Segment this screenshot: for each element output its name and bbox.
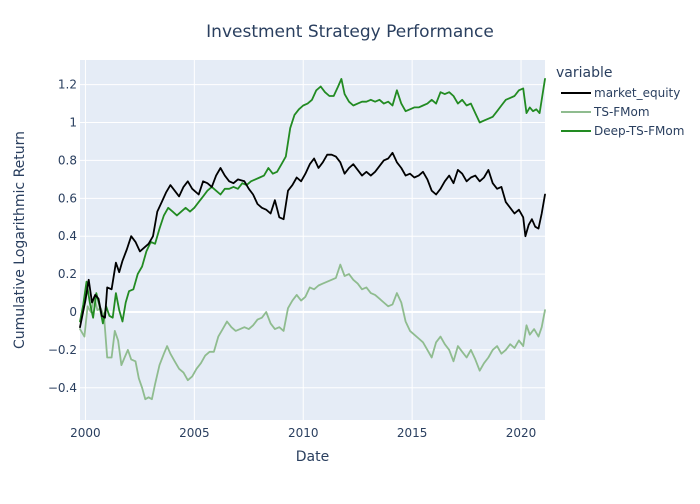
x-tick-label: 2015	[397, 426, 428, 440]
legend-items: market_equity TS-FMom Deep-TS-FMom	[561, 86, 684, 138]
x-tick-labels: 2000 2005 2010 2015 2020	[70, 426, 536, 440]
legend-label-TS-FMom: TS-FMom	[593, 105, 650, 119]
y-tick-label: 0.2	[58, 267, 77, 281]
y-tick-label: 0.4	[58, 229, 77, 243]
plot-background	[80, 60, 545, 420]
y-tick-label: 1	[69, 116, 77, 130]
legend-label-Deep-TS-FMom: Deep-TS-FMom	[594, 124, 684, 138]
series-line-Deep-TS-FMom	[79, 78, 546, 325]
y-tick-label: 0.6	[58, 191, 77, 205]
y-tick-label: 0.8	[58, 153, 77, 167]
series-lines	[79, 78, 546, 401]
legend-label-market_equity: market_equity	[594, 86, 680, 100]
legend: variable market_equity TS-FMom Deep-TS-FMo…	[556, 65, 684, 138]
x-tick-label: 2020	[506, 426, 537, 440]
y-tick-labels: −0.4 −0.2 0 0.2 0.4 0.6 0.8 1 1.2	[48, 78, 77, 395]
x-tick-label: 2010	[288, 426, 319, 440]
x-tick-label: 2005	[179, 426, 210, 440]
series-line-market_equity	[79, 151, 546, 329]
y-axis-title: Cumulative Logarithmic Return	[12, 131, 28, 349]
x-tick-label: 2000	[70, 426, 101, 440]
y-tick-label: −0.4	[48, 381, 77, 395]
y-tick-label: −0.2	[48, 343, 77, 357]
y-tick-label: 1.2	[58, 78, 77, 92]
x-axis-title: Date	[296, 449, 329, 465]
y-tick-label: 0	[69, 305, 77, 319]
series-line-TS-FMom	[79, 263, 546, 401]
chart-title: Investment Strategy Performance	[206, 22, 494, 42]
legend-title: variable	[556, 65, 612, 81]
